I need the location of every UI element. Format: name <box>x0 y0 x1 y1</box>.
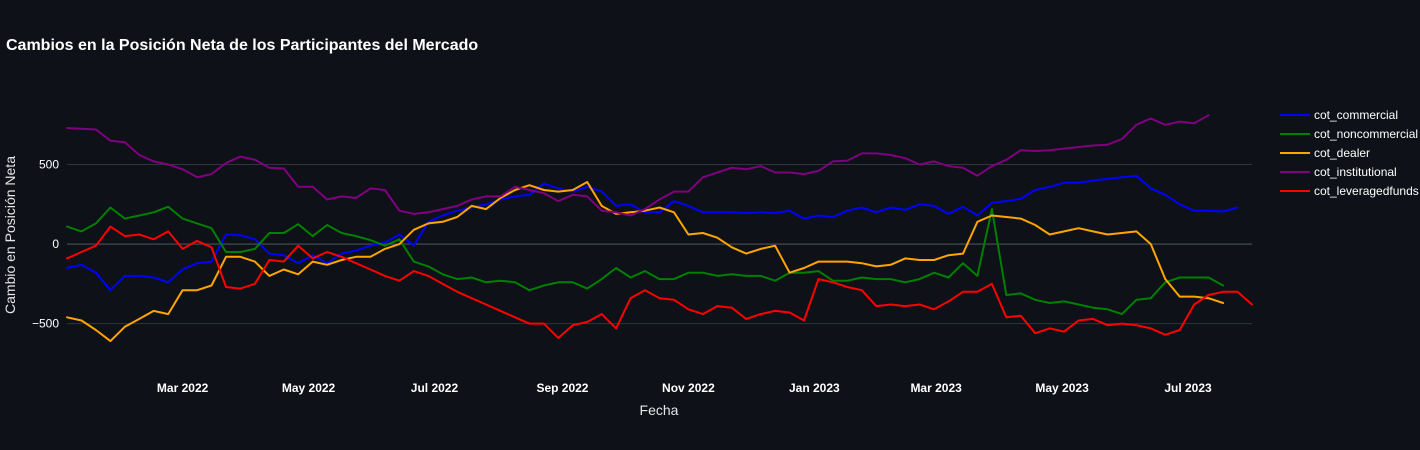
x-tick-label: May 2022 <box>282 381 336 395</box>
legend-label: cot_institutional <box>1314 165 1397 179</box>
y-tick-label: 500 <box>39 158 59 172</box>
x-axis-title: Fecha <box>640 402 679 418</box>
axis-ticks: 500 0 −500 Mar 2022 May 2022 Jul 2022 Sep 2022… <box>32 158 1212 395</box>
x-tick-label: Mar 2023 <box>910 381 962 395</box>
y-tick-label: 0 <box>52 237 59 251</box>
legend-label: cot_commercial <box>1314 108 1398 122</box>
x-tick-label: Jul 2023 <box>1164 381 1212 395</box>
grid-lines <box>67 164 1252 325</box>
series-line-cot-institutional <box>66 114 1210 217</box>
legend-item-cot-commercial[interactable]: cot_commercial <box>1280 108 1398 122</box>
legend-item-cot-noncommercial[interactable]: cot_noncommercial <box>1280 127 1418 141</box>
x-tick-label: Mar 2022 <box>157 381 209 395</box>
legend-item-cot-institutional[interactable]: cot_institutional <box>1280 165 1397 179</box>
legend-label: cot_noncommercial <box>1314 127 1418 141</box>
plot-area <box>66 114 1253 343</box>
chart-title: Cambios en la Posición Neta de los Parti… <box>6 37 478 54</box>
y-tick-label: −500 <box>32 317 59 331</box>
legend-label: cot_dealer <box>1314 146 1370 160</box>
legend[interactable]: cot_commercial cot_noncommercial cot_deale… <box>1280 108 1419 198</box>
x-tick-label: Nov 2022 <box>662 381 715 395</box>
series-line-cot-commercial <box>66 174 1239 292</box>
legend-item-cot-dealer[interactable]: cot_dealer <box>1280 146 1370 160</box>
x-tick-label: Sep 2022 <box>536 381 588 395</box>
x-tick-label: Jul 2022 <box>411 381 459 395</box>
y-axis-title: Cambio en Posición Neta <box>2 156 18 314</box>
legend-label: cot_leveragedfunds <box>1314 184 1419 198</box>
series-line-cot-dealer <box>66 181 1225 343</box>
x-tick-label: Jan 2023 <box>789 381 840 395</box>
series-line-cot-leveragedfunds <box>66 225 1253 339</box>
series-line-cot-noncommercial <box>66 205 1225 316</box>
legend-item-cot-leveragedfunds[interactable]: cot_leveragedfunds <box>1280 184 1419 198</box>
x-tick-label: May 2023 <box>1035 381 1089 395</box>
